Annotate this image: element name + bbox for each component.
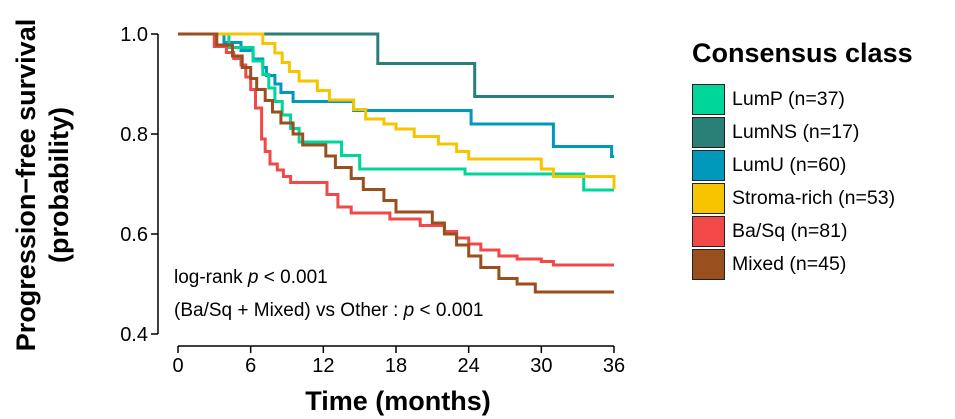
y-tick-label: 0.4 xyxy=(120,324,148,346)
legend-item: Mixed (n=45) xyxy=(692,248,952,281)
legend-item: LumNS (n=17) xyxy=(692,116,952,149)
x-tick-label: 6 xyxy=(245,355,256,377)
x-tick-label: 12 xyxy=(312,355,334,377)
legend-label: LumU (n=60) xyxy=(732,154,847,176)
legend-swatch xyxy=(692,249,725,280)
legend-label: LumNS (n=17) xyxy=(732,121,860,143)
legend-swatch xyxy=(692,117,725,148)
legend-items: LumP (n=37) LumNS (n=17) LumU (n=60) Stroma… xyxy=(692,83,952,281)
legend-label: LumP (n=37) xyxy=(732,88,845,110)
legend-item: LumU (n=60) xyxy=(692,149,952,182)
survival-curve-lump xyxy=(178,32,614,192)
legend-label: Ba/Sq (n=81) xyxy=(732,220,848,242)
annotation-logrank: log-rank p < 0.001 xyxy=(174,267,328,288)
y-tick-label: 0.8 xyxy=(120,124,148,146)
y-axis-title-line-2: (probability) xyxy=(44,107,74,263)
legend-item: Ba/Sq (n=81) xyxy=(692,215,952,248)
legend-swatch xyxy=(692,183,725,214)
legend-swatch xyxy=(692,216,725,247)
y-tick-label: 1.0 xyxy=(120,24,148,46)
legend-item: LumP (n=37) xyxy=(692,83,952,116)
legend-swatch xyxy=(692,150,725,181)
x-axis-title: Time (months) xyxy=(305,386,491,416)
legend: Consensus class LumP (n=37) LumNS (n=17) L… xyxy=(692,38,952,281)
survival-curves xyxy=(178,32,616,294)
legend-label: Mixed (n=45) xyxy=(732,253,847,275)
x-tick-label: 0 xyxy=(172,355,183,377)
survival-curve-ba-sq xyxy=(178,32,614,267)
y-axis-title-line-1: Progression−free survival xyxy=(11,19,41,351)
survival-curve-mixed xyxy=(178,32,614,294)
x-tick-label: 36 xyxy=(603,355,625,377)
survival-curve-lumns xyxy=(178,32,614,98)
x-tick-label: 30 xyxy=(530,355,552,377)
y-tick-label: 0.6 xyxy=(120,224,148,246)
x-tick-label: 18 xyxy=(385,355,407,377)
survival-curve-stroma-rich xyxy=(178,32,616,189)
axes: 0.4 0.6 0.8 1.0 0 6 12 18 24 30 36 xyxy=(120,24,625,377)
y-axis-title: Progression−free survival (probability) xyxy=(11,19,74,351)
legend-swatch xyxy=(692,84,725,115)
legend-item: Stroma-rich (n=53) xyxy=(692,182,952,215)
legend-label: Stroma-rich (n=53) xyxy=(732,187,896,209)
annotation: log-rank p < 0.001 (Ba/Sq + Mixed) vs Ot… xyxy=(174,267,483,321)
legend-title: Consensus class xyxy=(692,38,913,68)
annotation-comparison: (Ba/Sq + Mixed) vs Other : p < 0.001 xyxy=(174,300,483,321)
x-tick-label: 24 xyxy=(458,355,480,377)
survival-curve-lumu xyxy=(178,32,614,158)
